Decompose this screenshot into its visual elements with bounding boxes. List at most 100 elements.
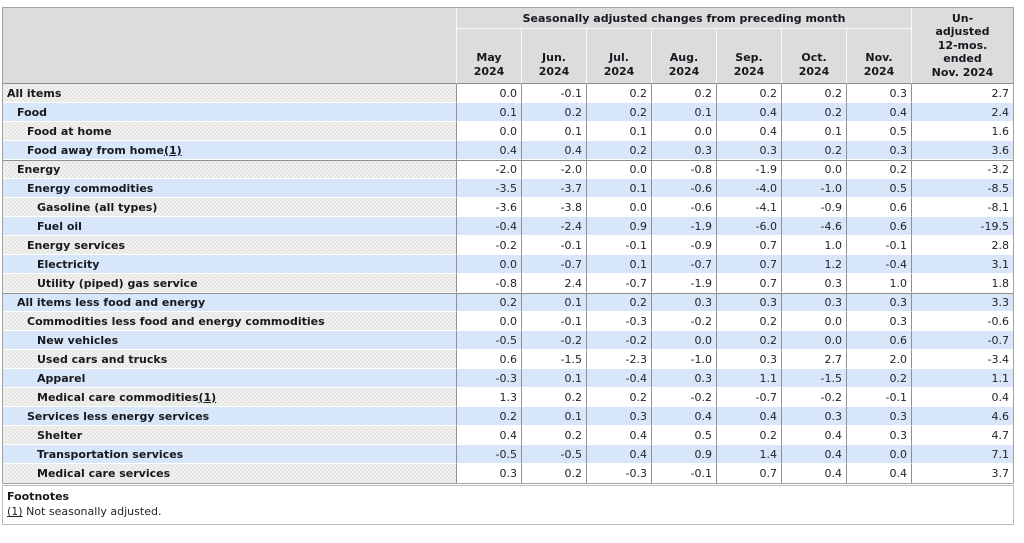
value-cell: -0.4 bbox=[847, 255, 913, 274]
value-cell: 0.1 bbox=[587, 179, 652, 198]
value-cell: -0.2 bbox=[782, 388, 847, 407]
value-cell: 0.4 bbox=[717, 122, 782, 141]
value-cell: 0.6 bbox=[847, 198, 913, 217]
value-cell: 0.2 bbox=[847, 160, 913, 179]
table-row: Energy commodities -3.5 -3.7 0.1 -0.6 -4… bbox=[3, 179, 1013, 198]
value-cell: -1.0 bbox=[782, 179, 847, 198]
value-cell: -0.2 bbox=[652, 312, 717, 331]
value-cell: 0.1 bbox=[587, 122, 652, 141]
value-cell: -1.9 bbox=[652, 274, 717, 293]
value-cell: 0.0 bbox=[587, 198, 652, 217]
value-cell: 0.0 bbox=[457, 122, 522, 141]
value-cell: 0.4 bbox=[717, 103, 782, 122]
row-label: Food bbox=[3, 103, 457, 122]
unadjusted-12mo-cell: 2.4 bbox=[912, 103, 1013, 122]
row-label-text: All items bbox=[7, 86, 62, 100]
value-cell: 0.0 bbox=[782, 331, 847, 350]
row-label: Commodities less food and energy commodi… bbox=[3, 312, 457, 331]
value-cell: 0.2 bbox=[457, 293, 522, 312]
table-row: Gasoline (all types) -3.6 -3.8 0.0 -0.6 … bbox=[3, 198, 1013, 217]
value-cell: -1.9 bbox=[717, 160, 782, 179]
row-label: Gasoline (all types) bbox=[3, 198, 457, 217]
table-header: Seasonally adjusted changes from precedi… bbox=[3, 8, 1013, 84]
unadjusted-12mo-cell: -3.2 bbox=[912, 160, 1013, 179]
unadjusted-12mo-cell: 3.7 bbox=[912, 464, 1013, 483]
value-cell: -4.0 bbox=[717, 179, 782, 198]
value-cell: 0.3 bbox=[717, 293, 782, 312]
value-cell: 0.4 bbox=[717, 407, 782, 426]
row-footnote-link[interactable]: (1) bbox=[198, 390, 217, 404]
unadjusted-12mo-cell: -8.5 bbox=[912, 179, 1013, 198]
value-cell: -0.5 bbox=[457, 445, 522, 464]
value-cell: 0.7 bbox=[717, 274, 782, 293]
value-cell: -1.9 bbox=[652, 217, 717, 236]
row-label: Fuel oil bbox=[3, 217, 457, 236]
value-cell: 0.2 bbox=[717, 426, 782, 445]
value-cell: 0.4 bbox=[847, 103, 913, 122]
row-label-text: All items less food and energy bbox=[17, 296, 206, 309]
value-cell: 0.3 bbox=[782, 407, 847, 426]
value-cell: -4.1 bbox=[717, 198, 782, 217]
value-cell: 0.4 bbox=[782, 445, 847, 464]
row-label: Energy bbox=[3, 160, 457, 179]
value-cell: 1.4 bbox=[717, 445, 782, 464]
footnotes-section: Footnotes (1) Not seasonally adjusted. bbox=[2, 485, 1014, 525]
row-footnote-link[interactable]: (1) bbox=[163, 143, 182, 157]
value-cell: -3.8 bbox=[522, 198, 587, 217]
value-cell: 0.6 bbox=[457, 350, 522, 369]
unadjusted-12mo-cell: 1.1 bbox=[912, 369, 1013, 388]
row-label: All items bbox=[3, 84, 457, 103]
value-cell: 0.1 bbox=[522, 407, 587, 426]
table-row: Food 0.1 0.2 0.2 0.1 0.4 0.2 0.4 2.4 bbox=[3, 103, 1013, 122]
table-row: New vehicles -0.5 -0.2 -0.2 0.0 0.2 0.0 … bbox=[3, 331, 1013, 350]
row-label: Apparel bbox=[3, 369, 457, 388]
value-cell: 0.7 bbox=[717, 255, 782, 274]
value-cell: 0.1 bbox=[522, 369, 587, 388]
footnotes-title: Footnotes bbox=[7, 490, 70, 503]
footnote-marker-link[interactable]: (1) bbox=[7, 505, 23, 518]
value-cell: 0.2 bbox=[587, 388, 652, 407]
row-label-text: Energy bbox=[17, 163, 61, 176]
value-cell: -0.3 bbox=[587, 464, 652, 483]
value-cell: 0.0 bbox=[782, 312, 847, 331]
value-cell: 0.0 bbox=[782, 160, 847, 179]
value-cell: 0.1 bbox=[652, 103, 717, 122]
value-cell: 0.3 bbox=[782, 293, 847, 312]
value-cell: 0.2 bbox=[782, 103, 847, 122]
seasonally-adjusted-header: Seasonally adjusted changes from precedi… bbox=[457, 8, 913, 29]
table-row: Electricity 0.0 -0.7 0.1 -0.7 0.7 1.2 -0… bbox=[3, 255, 1013, 274]
row-label-text: Energy services bbox=[27, 238, 126, 252]
unadjusted-12mo-cell: 7.1 bbox=[912, 445, 1013, 464]
table-row: Food at home 0.0 0.1 0.1 0.0 0.4 0.1 0.5… bbox=[3, 122, 1013, 141]
value-cell: 0.3 bbox=[847, 293, 913, 312]
row-label-text: Shelter bbox=[37, 428, 83, 442]
value-cell: -3.7 bbox=[522, 179, 587, 198]
value-cell: 2.0 bbox=[847, 350, 913, 369]
table-row: Services less energy services 0.2 0.1 0.… bbox=[3, 407, 1013, 426]
value-cell: -0.7 bbox=[522, 255, 587, 274]
row-label: New vehicles bbox=[3, 331, 457, 350]
value-cell: 0.9 bbox=[652, 445, 717, 464]
table-row: Transportation services -0.5 -0.5 0.4 0.… bbox=[3, 445, 1013, 464]
value-cell: 0.2 bbox=[587, 141, 652, 160]
value-cell: 0.2 bbox=[522, 388, 587, 407]
row-label: Medical care services bbox=[3, 464, 457, 483]
value-cell: 0.5 bbox=[652, 426, 717, 445]
value-cell: 0.4 bbox=[457, 426, 522, 445]
value-cell: 0.1 bbox=[587, 255, 652, 274]
row-label-text: Commodities less food and energy commodi… bbox=[27, 314, 325, 328]
value-cell: 2.7 bbox=[782, 350, 847, 369]
value-cell: 1.3 bbox=[457, 388, 522, 407]
value-cell: 0.5 bbox=[847, 179, 913, 198]
value-cell: -0.3 bbox=[457, 369, 522, 388]
value-cell: -0.1 bbox=[652, 464, 717, 483]
row-label-text: Gasoline (all types) bbox=[37, 200, 158, 214]
value-cell: -0.9 bbox=[652, 236, 717, 255]
value-cell: 2.4 bbox=[522, 274, 587, 293]
value-cell: 0.5 bbox=[847, 122, 913, 141]
value-cell: 0.3 bbox=[652, 369, 717, 388]
row-label-text: Food away from home bbox=[27, 143, 164, 157]
value-cell: -0.1 bbox=[522, 236, 587, 255]
value-cell: 0.3 bbox=[847, 426, 913, 445]
value-cell: -0.5 bbox=[457, 331, 522, 350]
